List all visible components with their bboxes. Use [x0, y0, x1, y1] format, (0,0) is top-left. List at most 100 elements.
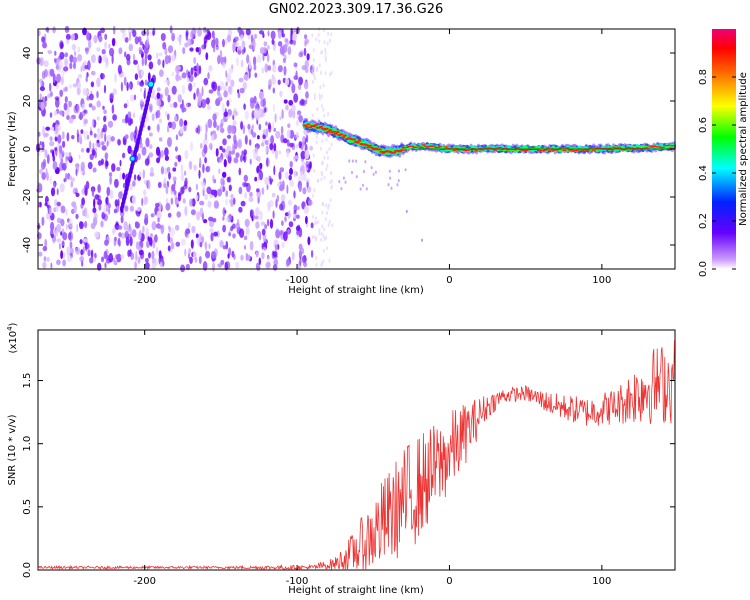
- snr-y-axis-label: SNR (10 * v/v): [7, 414, 18, 485]
- heatmap-cell: [138, 249, 144, 256]
- heatmap-cell: [147, 72, 151, 82]
- heatmap-cell: [319, 146, 322, 151]
- heatmap-cell: [311, 200, 314, 205]
- heatmap-cell: [304, 34, 308, 40]
- y-tick-label: 1.0: [22, 436, 33, 452]
- heatmap-cell: [139, 87, 143, 93]
- heatmap-cell: [75, 192, 80, 197]
- heatmap-cell: [668, 147, 673, 149]
- heatmap-cell: [90, 81, 95, 88]
- heatmap-cell: [84, 242, 90, 250]
- heatmap-cell: [131, 229, 137, 238]
- heatmap-cell: [293, 62, 298, 68]
- heatmap-cell: [174, 146, 178, 152]
- heatmap-cell: [266, 157, 269, 168]
- heatmap-cell: [277, 182, 281, 187]
- heatmap-cell: [181, 72, 187, 79]
- heatmap-cell: [164, 79, 169, 84]
- colorbar-tick-label: 0.6: [698, 117, 709, 133]
- heatmap-cell: [333, 132, 338, 135]
- heatmap-cell: [323, 155, 326, 160]
- heatmap-cell: [219, 49, 223, 59]
- y-tick-label: 0.5: [22, 499, 33, 515]
- heatmap-cell: [100, 27, 105, 34]
- heatmap-cell: [167, 232, 171, 243]
- heatmap-cell: [39, 57, 44, 67]
- heatmap-cell: [171, 85, 177, 95]
- heatmap-cell: [524, 146, 528, 149]
- heatmap-cell: [119, 159, 122, 167]
- heatmap-cell: [211, 134, 215, 142]
- heatmap-cell: [330, 171, 333, 176]
- heatmap-cell: [311, 193, 314, 198]
- heatmap-cell: [119, 172, 122, 181]
- heatmap-cell: [311, 235, 314, 240]
- heatmap-cell: [315, 134, 318, 139]
- heatmap-cell: [315, 37, 318, 42]
- heatmap-cell: [580, 149, 585, 152]
- heatmap-cell: [156, 99, 162, 107]
- heatmap-cell: [205, 52, 209, 61]
- heatmap-cell: [410, 145, 415, 147]
- heatmap-cell: [243, 103, 246, 110]
- heatmap-cell: [209, 220, 214, 228]
- heatmap-cell: [158, 118, 163, 124]
- heatmap-cell: [190, 141, 194, 152]
- heatmap-cell: [96, 133, 101, 140]
- heatmap-cell: [320, 170, 323, 175]
- heatmap-cell: [320, 94, 323, 99]
- heatmap-cell: [242, 181, 247, 188]
- heatmap-cell: [84, 89, 90, 95]
- heatmap-cell: [261, 242, 264, 250]
- heatmap-cell: [254, 176, 258, 182]
- heatmap-cell: [145, 137, 150, 148]
- heatmap-cell: [84, 60, 87, 67]
- heatmap-cell: [284, 171, 289, 180]
- heatmap-cell: [179, 118, 184, 128]
- heatmap-cell: [49, 112, 53, 118]
- heatmap-cell: [198, 256, 202, 264]
- heatmap-cell: [179, 76, 182, 81]
- heatmap-cell: [368, 144, 373, 147]
- heatmap-cell: [139, 80, 145, 87]
- heatmap-cell: [295, 225, 301, 232]
- heatmap-cell: [292, 110, 296, 119]
- heatmap-cell: [47, 200, 50, 206]
- heatmap-cell: [90, 249, 94, 259]
- heatmap-cell: [205, 250, 211, 259]
- heatmap-cell: [324, 50, 327, 55]
- heatmap-cell: [46, 26, 50, 34]
- heatmap-cell: [96, 90, 99, 99]
- heatmap-cell: [73, 104, 79, 114]
- heatmap-cell: [419, 146, 424, 149]
- heatmap-cell: [320, 237, 323, 242]
- heatmap-cell: [88, 140, 92, 150]
- heatmap-cell: [150, 167, 154, 174]
- snr-series-line: [37, 340, 675, 572]
- heatmap-cell: [68, 84, 73, 89]
- y-tick-label: -20: [22, 189, 33, 205]
- heatmap-cell: [230, 79, 235, 88]
- heatmap-cell: [97, 184, 101, 193]
- heatmap-cell: [160, 149, 164, 158]
- heatmap-cell: [56, 188, 59, 196]
- heatmap-cell: [303, 81, 309, 90]
- heatmap-cell: [158, 250, 162, 259]
- heatmap-cell: [327, 155, 329, 160]
- heatmap-cell: [465, 149, 470, 151]
- heatmap-cell: [273, 103, 275, 113]
- heatmap-cell: [158, 52, 163, 57]
- heatmap-cell: [85, 31, 90, 41]
- heatmap-cell: [265, 146, 268, 154]
- heatmap-cell: [98, 160, 102, 167]
- heatmap-cell: [73, 62, 76, 70]
- heatmap-cell: [122, 32, 127, 40]
- heatmap-cell: [89, 257, 94, 264]
- heatmap-cell: [324, 55, 327, 60]
- heatmap-cell: [318, 228, 321, 233]
- heatmap-cell: [244, 110, 249, 120]
- heatmap-cell: [165, 202, 171, 211]
- heatmap-cell: [313, 96, 316, 101]
- heatmap-cell: [102, 105, 105, 110]
- heatmap-cell: [396, 183, 399, 187]
